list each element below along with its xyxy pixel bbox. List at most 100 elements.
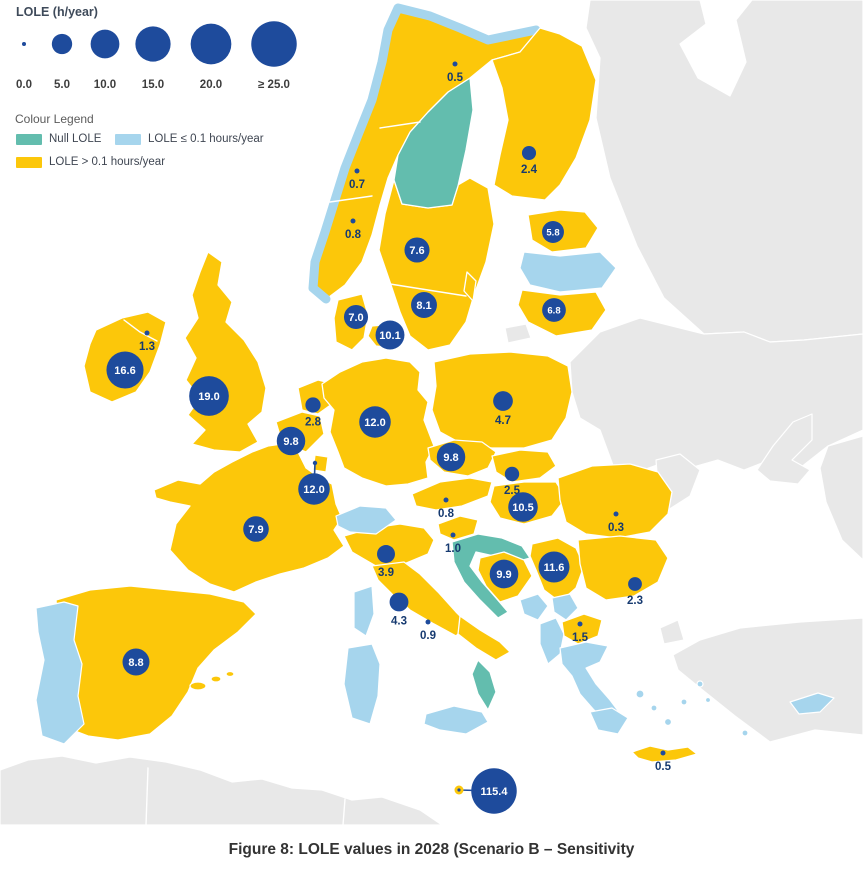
island-marker-dot [457,788,461,792]
lole-bubble [106,351,144,389]
lole-bubble [504,466,520,482]
lole-value-label: 9.8 [283,436,298,448]
size-legend-value: 15.0 [142,79,164,91]
lole-value-label: 1.5 [572,632,589,644]
region-norway-coast [308,3,541,304]
lole-bubble [354,168,360,174]
lole-bubble [521,145,537,161]
region-albania [539,617,565,665]
lole-bubble [489,559,519,589]
lole-bubble [577,621,583,627]
region-finland [491,27,597,201]
lole-value-label: 7.6 [409,245,424,257]
lole-value-label: 16.6 [114,365,135,377]
sweden-zone-border [389,283,467,297]
northern-ireland-border [123,319,158,342]
lole-bubble [305,397,321,413]
lole-value-label: 9.8 [443,452,458,464]
lole-bubble [276,426,306,456]
null-lole-label: Null LOLE [49,133,102,145]
lole-value-label: 4.3 [391,615,407,627]
greek-island [704,696,712,704]
size-legend-value: 0.0 [16,79,32,91]
region-north-macedonia [561,613,603,645]
region-luxembourg [312,454,329,473]
lole-bubble [243,516,269,542]
region-kaliningrad [504,323,532,344]
africa-border-2 [342,798,346,826]
size-legend-value: 20.0 [200,79,222,91]
lole-value-label: 8.1 [416,300,431,312]
region-switzerland [335,505,397,535]
lole-value-label: 0.5 [447,72,464,84]
legend-panel: LOLE (h/year) 0.0 5.0 10.0 15.0 20.0 ≥ 25.0 C… [0,0,300,180]
lole-bubble [443,497,449,503]
lole-value-label: 12.0 [303,484,324,496]
lole-bubble [375,320,405,350]
lole-value-label: 0.3 [608,522,624,534]
region-corsica [353,585,375,637]
lole-value-label: 4.7 [495,415,511,427]
region-romania [557,463,673,539]
greek-island [635,689,645,699]
africa-border-1 [145,767,149,826]
region-france [153,443,345,593]
region-greece [559,641,623,725]
lole-value-label: 11.6 [544,562,565,574]
lole-bubble [425,619,431,625]
greek-island [741,729,749,737]
lole-lte-swatch [115,133,141,145]
region-crimea [756,413,813,485]
lole-value-label: 2.8 [305,417,322,429]
lole-value-label: 0.5 [655,761,672,773]
region-caucasus [819,435,863,561]
lole-value-label: 115.4 [481,786,509,798]
greek-island [696,680,704,688]
lole-bubble [450,532,456,538]
region-calabria [471,659,497,711]
figure-caption: Figure 8: LOLE values in 2028 (Scenario … [228,841,635,858]
lole-value-label: 2.4 [521,164,538,176]
greek-island [680,698,688,706]
null-lole-swatch [16,133,42,145]
region-bulgaria [577,535,669,601]
europe-lole-map: 0.5 0.7 0.8 7.6 8.1 2.4 5.8 6.8 7.0 10.1 16.6 1.3 19… [0,0,863,826]
lole-lte-label: LOLE ≤ 0.1 hours/year [148,133,264,145]
lole-bubble [377,545,395,563]
lole-value-label: 10.5 [512,502,533,514]
lole-bubble [452,61,458,67]
region-belarus-ukraine [569,317,863,473]
region-sardinia [343,643,381,725]
size-legend: 0.0 5.0 10.0 15.0 20.0 ≥ 25.0 [16,21,297,91]
lole-bubble [350,218,356,224]
lole-value-label: 3.9 [378,567,394,579]
region-italy-south [457,615,511,661]
size-legend-circle [135,26,171,62]
lole-value-label: 0.9 [420,630,436,642]
lole-value-label: 7.0 [348,312,363,324]
lole-bubble [411,292,437,318]
lole-bubble [436,442,466,472]
lole-bubble [343,304,369,330]
lole-value-label: 0.7 [349,179,365,191]
lole-bubble [508,492,538,522]
lole-value-label: 10.1 [379,330,400,342]
lole-gt-label: LOLE > 0.1 hours/year [49,156,166,168]
colour-legend-item-lte: LOLE ≤ 0.1 hours/year [115,133,264,145]
region-portugal [35,601,85,745]
colour-legend-title: Colour Legend [15,112,94,126]
region-sicily [423,705,489,735]
lole-value-label: 8.8 [128,657,143,669]
lole-value-label: 0.8 [438,508,455,520]
lole-bubble [493,391,513,411]
size-legend-title: LOLE (h/year) [16,5,98,19]
region-gotland [463,271,477,302]
lole-bubble [613,511,619,517]
bubble-layer: 0.5 0.7 0.8 7.6 8.1 2.4 5.8 6.8 7.0 10.1 16.6 1.3 19… [106,61,672,814]
greek-island [650,704,658,712]
size-legend-circle [190,23,232,65]
lole-bubble [542,298,566,322]
lole-bubble [189,376,229,416]
size-legend-value: 5.0 [54,79,70,91]
lole-value-label: 1.0 [445,543,461,555]
